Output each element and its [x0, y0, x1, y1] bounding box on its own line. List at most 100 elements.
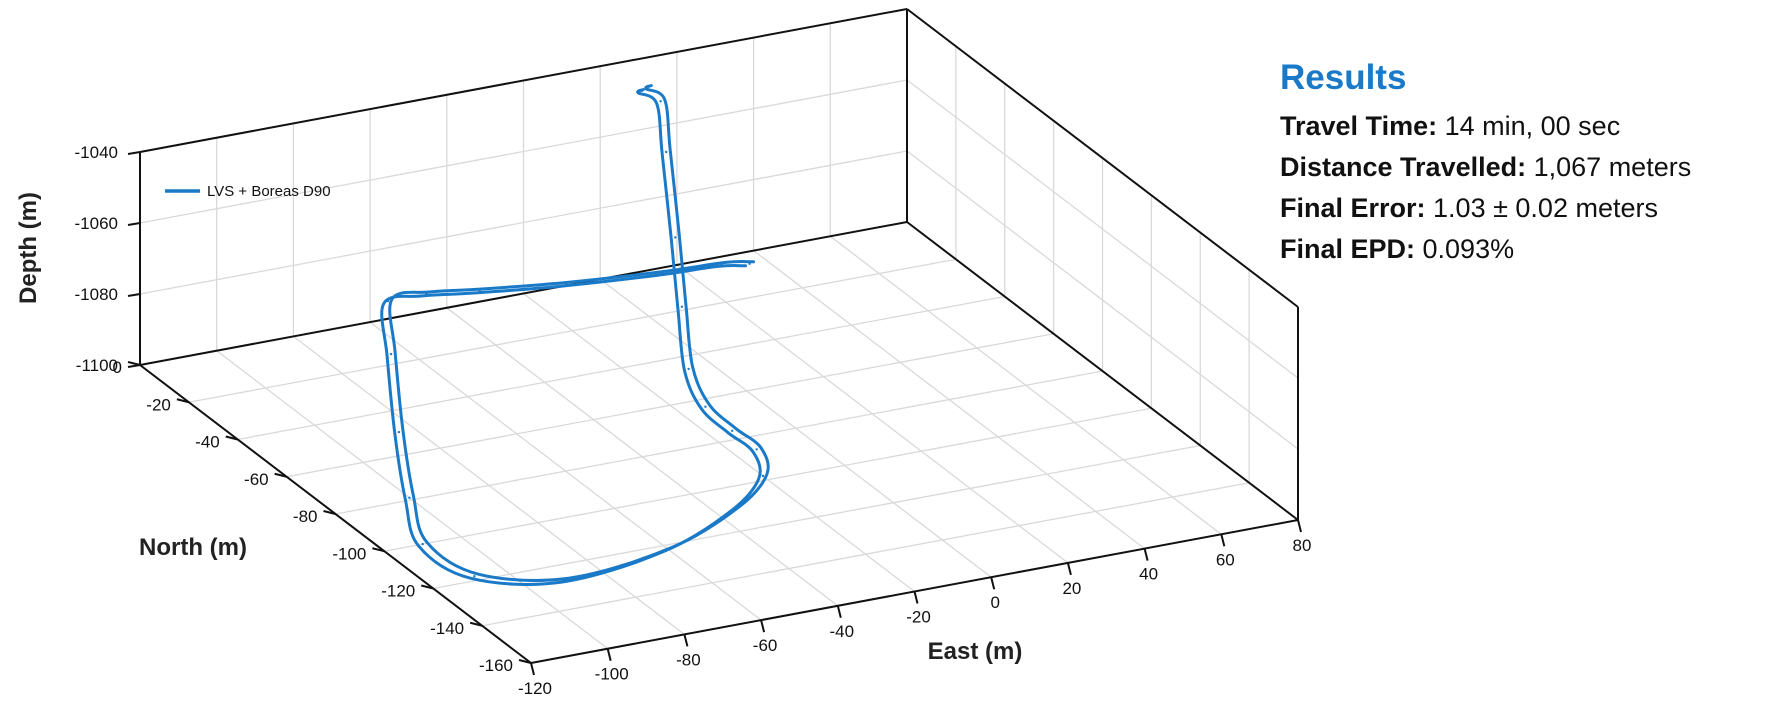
grid-line-side-z — [906, 150, 1299, 450]
trajectory-point — [761, 474, 765, 478]
x-tick-mark — [1066, 562, 1072, 576]
trajectory-point — [687, 367, 690, 371]
result-key: Final EPD: — [1280, 234, 1416, 264]
x-tick-mark — [836, 605, 842, 619]
results-panel: Results Travel Time: 14 min, 00 sec Dist… — [1280, 56, 1760, 270]
z-tick-mark — [127, 151, 141, 155]
grid-line-back-z — [139, 79, 908, 224]
x-tick-label: 60 — [1216, 550, 1235, 569]
result-travel-time: Travel Time: 14 min, 00 sec — [1280, 106, 1760, 147]
trajectory-point — [733, 507, 736, 511]
plot-grid — [139, 8, 1299, 664]
y-tick-mark — [372, 547, 385, 553]
x-tick-mark — [990, 576, 996, 590]
x-tick-label: -40 — [830, 622, 855, 641]
trajectory-point — [748, 262, 751, 265]
axis-edge — [139, 221, 908, 366]
trajectory-point — [755, 448, 758, 451]
plot-box — [139, 8, 1299, 664]
result-final-epd: Final EPD: 0.093% — [1280, 229, 1760, 270]
z-tick-label: -1100 — [76, 356, 118, 375]
grid-line-floor-y — [433, 444, 1201, 590]
y-tick-label: -140 — [430, 619, 464, 638]
trajectory-point — [659, 100, 662, 103]
z-axis-label: Depth (m) — [15, 192, 42, 304]
x-tick-label: 80 — [1293, 536, 1312, 555]
trajectory-point — [425, 292, 428, 296]
result-key: Travel Time: — [1280, 111, 1438, 141]
y-tick-label: -20 — [146, 395, 171, 414]
grid-line-floor-y — [237, 295, 1005, 441]
trajectory-line-run-1 — [380, 88, 762, 586]
x-tick-label: 20 — [1062, 579, 1081, 598]
y-axis-label: North (m) — [139, 534, 247, 561]
x-tick-label: 0 — [990, 593, 999, 612]
result-value: 0.093% — [1415, 234, 1515, 264]
z-tick-mark — [127, 364, 141, 368]
trajectory-point — [473, 575, 476, 578]
grid-line-floor-y — [482, 482, 1250, 627]
z-tick-mark — [127, 222, 141, 226]
x-axis-label: East (m) — [928, 638, 1023, 665]
y-tick-label: -160 — [479, 656, 513, 675]
result-value: 1.03 ± 0.02 meters — [1425, 193, 1658, 223]
x-tick-mark — [606, 648, 612, 661]
y-tick-mark — [469, 621, 483, 627]
trajectory-point — [674, 236, 677, 239]
axis-edge — [139, 8, 908, 153]
x-tick-mark — [913, 591, 919, 604]
legend-label: LVS + Boreas D90 — [207, 183, 331, 200]
trajectory-point — [667, 548, 670, 551]
trajectory-point — [720, 263, 723, 266]
x-tick-mark — [1297, 519, 1302, 533]
trajectory-point — [731, 429, 734, 432]
y-tick-label: -80 — [293, 507, 318, 526]
result-value: 1,067 meters — [1526, 152, 1692, 182]
result-distance: Distance Travelled: 1,067 meters — [1280, 147, 1760, 188]
axis-edge — [906, 8, 1299, 308]
trajectory-point — [665, 150, 668, 154]
trajectory-line-run-2 — [388, 84, 770, 582]
trajectory-point — [389, 352, 393, 356]
result-key: Distance Travelled: — [1280, 152, 1527, 182]
y-tick-label: -40 — [195, 433, 220, 452]
legend: LVS + Boreas D90 — [165, 183, 331, 200]
trajectory-point — [564, 578, 567, 582]
y-tick-label: -60 — [244, 470, 269, 489]
x-tick-label: -20 — [906, 608, 931, 627]
y-tick-mark — [225, 435, 238, 441]
grid-line-floor-y — [335, 370, 1103, 515]
trajectory-point — [660, 272, 663, 275]
grid-line-back-z — [139, 150, 908, 295]
y-tick-label: -120 — [381, 582, 415, 601]
trajectory-point — [386, 299, 390, 303]
trajectory-series — [380, 84, 770, 586]
result-key: Final Error: — [1280, 193, 1426, 223]
trajectory-point — [478, 289, 481, 293]
trajectory-point — [421, 542, 424, 546]
x-tick-label: 40 — [1139, 565, 1158, 584]
z-tick-label: -1060 — [75, 214, 118, 233]
axis-edge — [906, 221, 1299, 521]
x-tick-mark — [1220, 534, 1226, 547]
z-tick-label: -1040 — [75, 143, 118, 162]
results-title: Results — [1280, 58, 1407, 97]
y-tick-mark — [274, 472, 287, 478]
x-tick-label: -60 — [753, 636, 778, 655]
y-tick-mark — [323, 510, 336, 515]
trajectory-point — [680, 305, 684, 308]
z-tick-mark — [127, 293, 141, 297]
grid-line-floor-y — [286, 333, 1054, 478]
result-value: 14 min, 00 sec — [1437, 111, 1621, 141]
y-tick-mark — [176, 398, 190, 404]
y-tick-label: -100 — [332, 544, 366, 563]
trajectory-point — [704, 405, 707, 408]
trajectory-point — [640, 89, 644, 93]
x-tick-label: -80 — [676, 650, 701, 669]
z-tick-label: -1080 — [75, 285, 118, 304]
x-tick-mark — [683, 634, 689, 647]
trajectory-point — [646, 86, 649, 89]
grid-line-side-z — [906, 79, 1299, 379]
y-tick-mark — [518, 659, 532, 664]
